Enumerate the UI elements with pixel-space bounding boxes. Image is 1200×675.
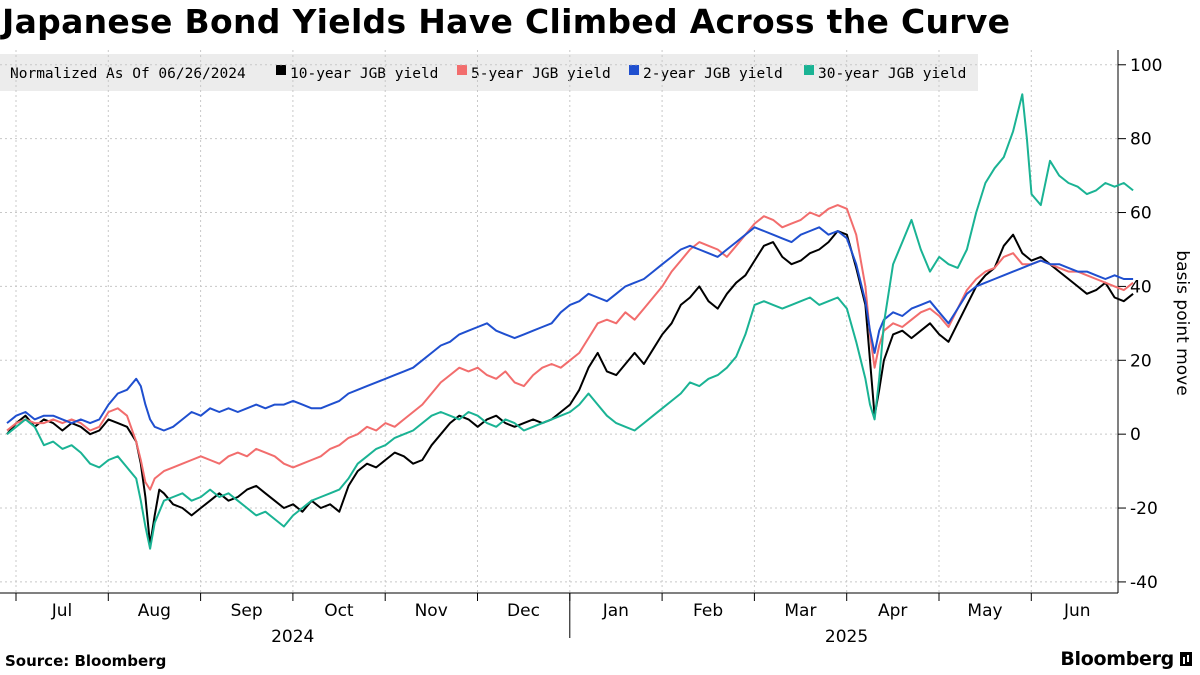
- year-label: 2025: [825, 627, 868, 647]
- y-tick-label: 80: [1130, 130, 1152, 150]
- x-tick-label: May: [967, 601, 1002, 621]
- legend-swatch: [629, 65, 639, 75]
- bloomberg-logo: Bloomberg: [1060, 648, 1192, 670]
- x-tick-label: Mar: [784, 601, 816, 621]
- x-tick-label: Feb: [693, 601, 723, 621]
- y-axis-label: basis point move: [1172, 250, 1192, 395]
- legend-label: 30-year JGB yield: [818, 66, 966, 82]
- legend-swatch: [276, 65, 286, 75]
- legend-swatch: [457, 65, 467, 75]
- series-line-5-year: [6, 204, 1134, 491]
- year-label: 2024: [271, 627, 314, 647]
- y-tick-label: 100: [1130, 56, 1162, 76]
- grid: [0, 50, 1118, 593]
- y-tick-label: 20: [1130, 351, 1152, 371]
- axes: 100 80 60 40 20 0 -20 -40 Jul Aug Sep Oct Nov Dec Jan F…: [0, 50, 1162, 647]
- bloomberg-mark-icon: [1180, 652, 1192, 666]
- x-tick-label: Dec: [507, 601, 540, 621]
- y-tick-label: -40: [1130, 573, 1158, 593]
- x-tick-label: Jun: [1063, 601, 1091, 621]
- legend-background: [0, 54, 978, 91]
- legend-label: 10-year JGB yield: [290, 66, 438, 82]
- series-line-10-year: [6, 230, 1134, 546]
- series-layer: [6, 93, 1134, 550]
- brand-name: Bloomberg: [1060, 648, 1174, 670]
- x-tick-label: Aug: [138, 601, 171, 621]
- chart-title: Japanese Bond Yields Have Climbed Across…: [2, 2, 1011, 41]
- series-line-2-year: [6, 226, 1134, 432]
- y-tick-label: -20: [1130, 499, 1158, 519]
- series-line-30-year: [6, 93, 1134, 550]
- legend: Normalized As Of 06/26/2024 10-year JGB …: [10, 65, 966, 82]
- legend-note: Normalized As Of 06/26/2024: [10, 66, 246, 82]
- source-note: Source: Bloomberg: [5, 652, 167, 670]
- x-tick-label: Apr: [878, 601, 907, 621]
- x-tick-label: Nov: [415, 601, 448, 621]
- y-tick-label: 60: [1130, 204, 1152, 224]
- legend-label: 2-year JGB yield: [643, 66, 783, 82]
- legend-swatch: [804, 65, 814, 75]
- x-tick-label: Oct: [324, 601, 354, 621]
- legend-label: 5-year JGB yield: [471, 66, 611, 82]
- x-tick-label: Jan: [602, 601, 629, 621]
- x-tick-label: Sep: [231, 601, 263, 621]
- x-tick-label: Jul: [51, 601, 73, 621]
- y-tick-label: 0: [1130, 425, 1141, 445]
- y-tick-label: 40: [1130, 277, 1152, 297]
